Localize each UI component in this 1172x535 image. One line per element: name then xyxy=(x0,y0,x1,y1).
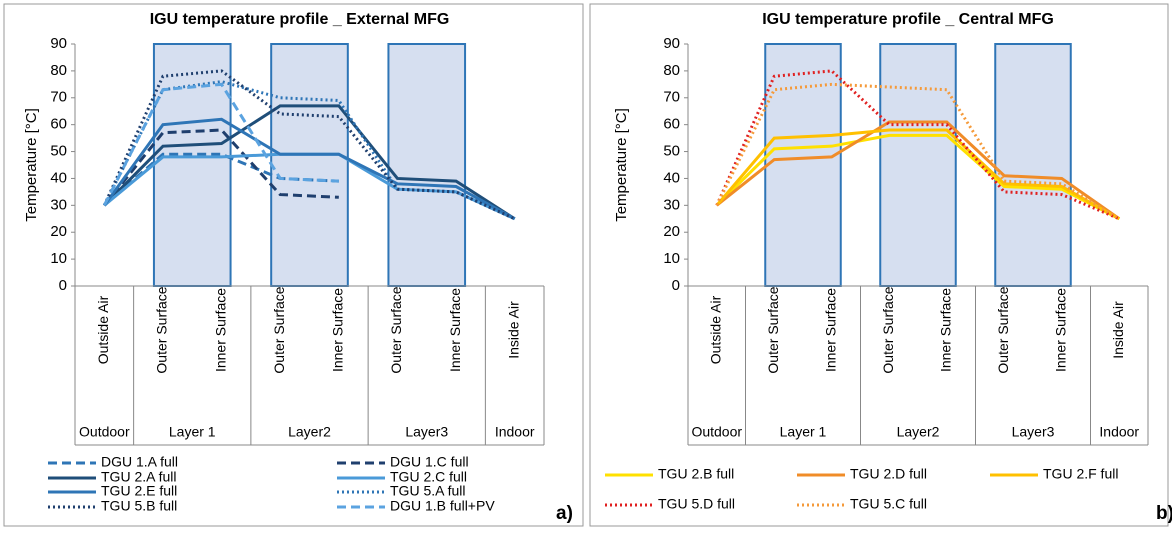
legend-label: TGU 2.A full xyxy=(101,469,176,485)
group-label: Layer3 xyxy=(1012,424,1055,440)
y-tick-label: 90 xyxy=(50,35,67,52)
y-tick-label: 30 xyxy=(663,196,680,213)
x-tick-label: Inside Air xyxy=(1110,301,1126,359)
series-line xyxy=(103,117,516,221)
layer-band xyxy=(879,43,957,287)
chart-title: IGU temperature profile _ Central MFG xyxy=(762,11,1054,28)
y-tick-label: 50 xyxy=(50,143,67,160)
group-label: Layer2 xyxy=(288,424,331,440)
chart-title: IGU temperature profile _ External MFG xyxy=(150,11,450,28)
y-tick-label: 30 xyxy=(50,196,67,213)
panel-frame xyxy=(3,3,584,527)
x-tick-label: Outside Air xyxy=(707,295,723,364)
group-label: Indoor xyxy=(1099,424,1139,440)
y-tick-label: 0 xyxy=(59,277,67,294)
x-tick-label: Outer Surface xyxy=(271,286,287,373)
group-label: Outdoor xyxy=(79,424,130,440)
legend-label: TGU 2.C full xyxy=(390,469,467,485)
y-tick-label: 10 xyxy=(663,250,680,267)
series-line xyxy=(715,69,1120,221)
x-tick-label: Inner Surface xyxy=(937,288,953,372)
y-tick-label: 60 xyxy=(50,116,67,133)
x-tick-label: Outer Surface xyxy=(995,286,1011,373)
panel-frame xyxy=(589,3,1169,527)
y-tick-label: 60 xyxy=(663,116,680,133)
x-tick-label: Inner Surface xyxy=(1052,288,1068,372)
series-line xyxy=(715,128,1120,221)
y-tick-label: 90 xyxy=(663,35,680,52)
series-line xyxy=(715,133,1120,221)
x-tick-label: Inner Surface xyxy=(212,288,228,372)
x-tick-label: Inner Surface xyxy=(447,288,463,372)
legend-label: TGU 2.F full xyxy=(1043,466,1118,482)
series-line xyxy=(715,120,1121,221)
legend-label: TGU 5.B full xyxy=(101,498,177,514)
x-tick-label: Inside Air xyxy=(505,301,521,359)
y-tick-label: 80 xyxy=(663,62,680,79)
legend-label: DGU 1.C full xyxy=(390,454,469,470)
y-tick-label: 70 xyxy=(663,89,680,106)
y-tick-label: 20 xyxy=(50,223,67,240)
group-label: Layer 1 xyxy=(780,424,827,440)
y-tick-label: 50 xyxy=(663,143,680,160)
group-label: Layer3 xyxy=(405,424,448,440)
y-tick-label: 10 xyxy=(50,250,67,267)
legend-label: TGU 2.D full xyxy=(850,466,927,482)
series-line xyxy=(102,69,516,221)
legend-label: DGU 1.B full+PV xyxy=(390,498,495,514)
x-tick-label: Outer Surface xyxy=(388,286,404,373)
y-tick-label: 70 xyxy=(50,89,67,106)
x-tick-label: Inner Surface xyxy=(330,288,346,372)
y-tick-label: 0 xyxy=(672,277,680,294)
series-line xyxy=(102,82,339,207)
group-label: Outdoor xyxy=(691,424,742,440)
x-tick-label: Outer Surface xyxy=(880,286,896,373)
legend-label: TGU 5.A full xyxy=(390,483,465,499)
y-tick-label: 40 xyxy=(663,169,680,186)
legend-label: DGU 1.A full xyxy=(101,454,178,470)
legend-label: TGU 2.E full xyxy=(101,483,177,499)
layer-band xyxy=(152,43,232,287)
panel-label: b) xyxy=(1156,503,1172,524)
y-tick-label: 20 xyxy=(663,223,680,240)
series-line xyxy=(103,104,516,221)
group-label: Layer2 xyxy=(897,424,940,440)
y-tick-label: 80 xyxy=(50,62,67,79)
legend-label: TGU 5.D full xyxy=(658,496,735,512)
x-tick-label: Outer Surface xyxy=(765,286,781,373)
panel-label: a) xyxy=(556,503,573,524)
group-label: Layer 1 xyxy=(169,424,216,440)
layer-band xyxy=(270,43,349,287)
y-tick-label: 40 xyxy=(50,169,67,186)
y-axis-label: Temperature [°C] xyxy=(23,108,40,222)
layer-band xyxy=(764,43,842,287)
layer-band xyxy=(387,43,467,287)
x-tick-label: Outside Air xyxy=(95,295,111,364)
x-tick-label: Inner Surface xyxy=(822,288,838,372)
layer-band xyxy=(994,43,1072,287)
legend-label: TGU 5.C full xyxy=(850,496,927,512)
legend-label: TGU 2.B full xyxy=(658,466,734,482)
series-line xyxy=(103,128,339,207)
y-axis-label: Temperature [°C] xyxy=(613,108,630,222)
x-tick-label: Outer Surface xyxy=(154,286,170,373)
group-label: Indoor xyxy=(495,424,535,440)
